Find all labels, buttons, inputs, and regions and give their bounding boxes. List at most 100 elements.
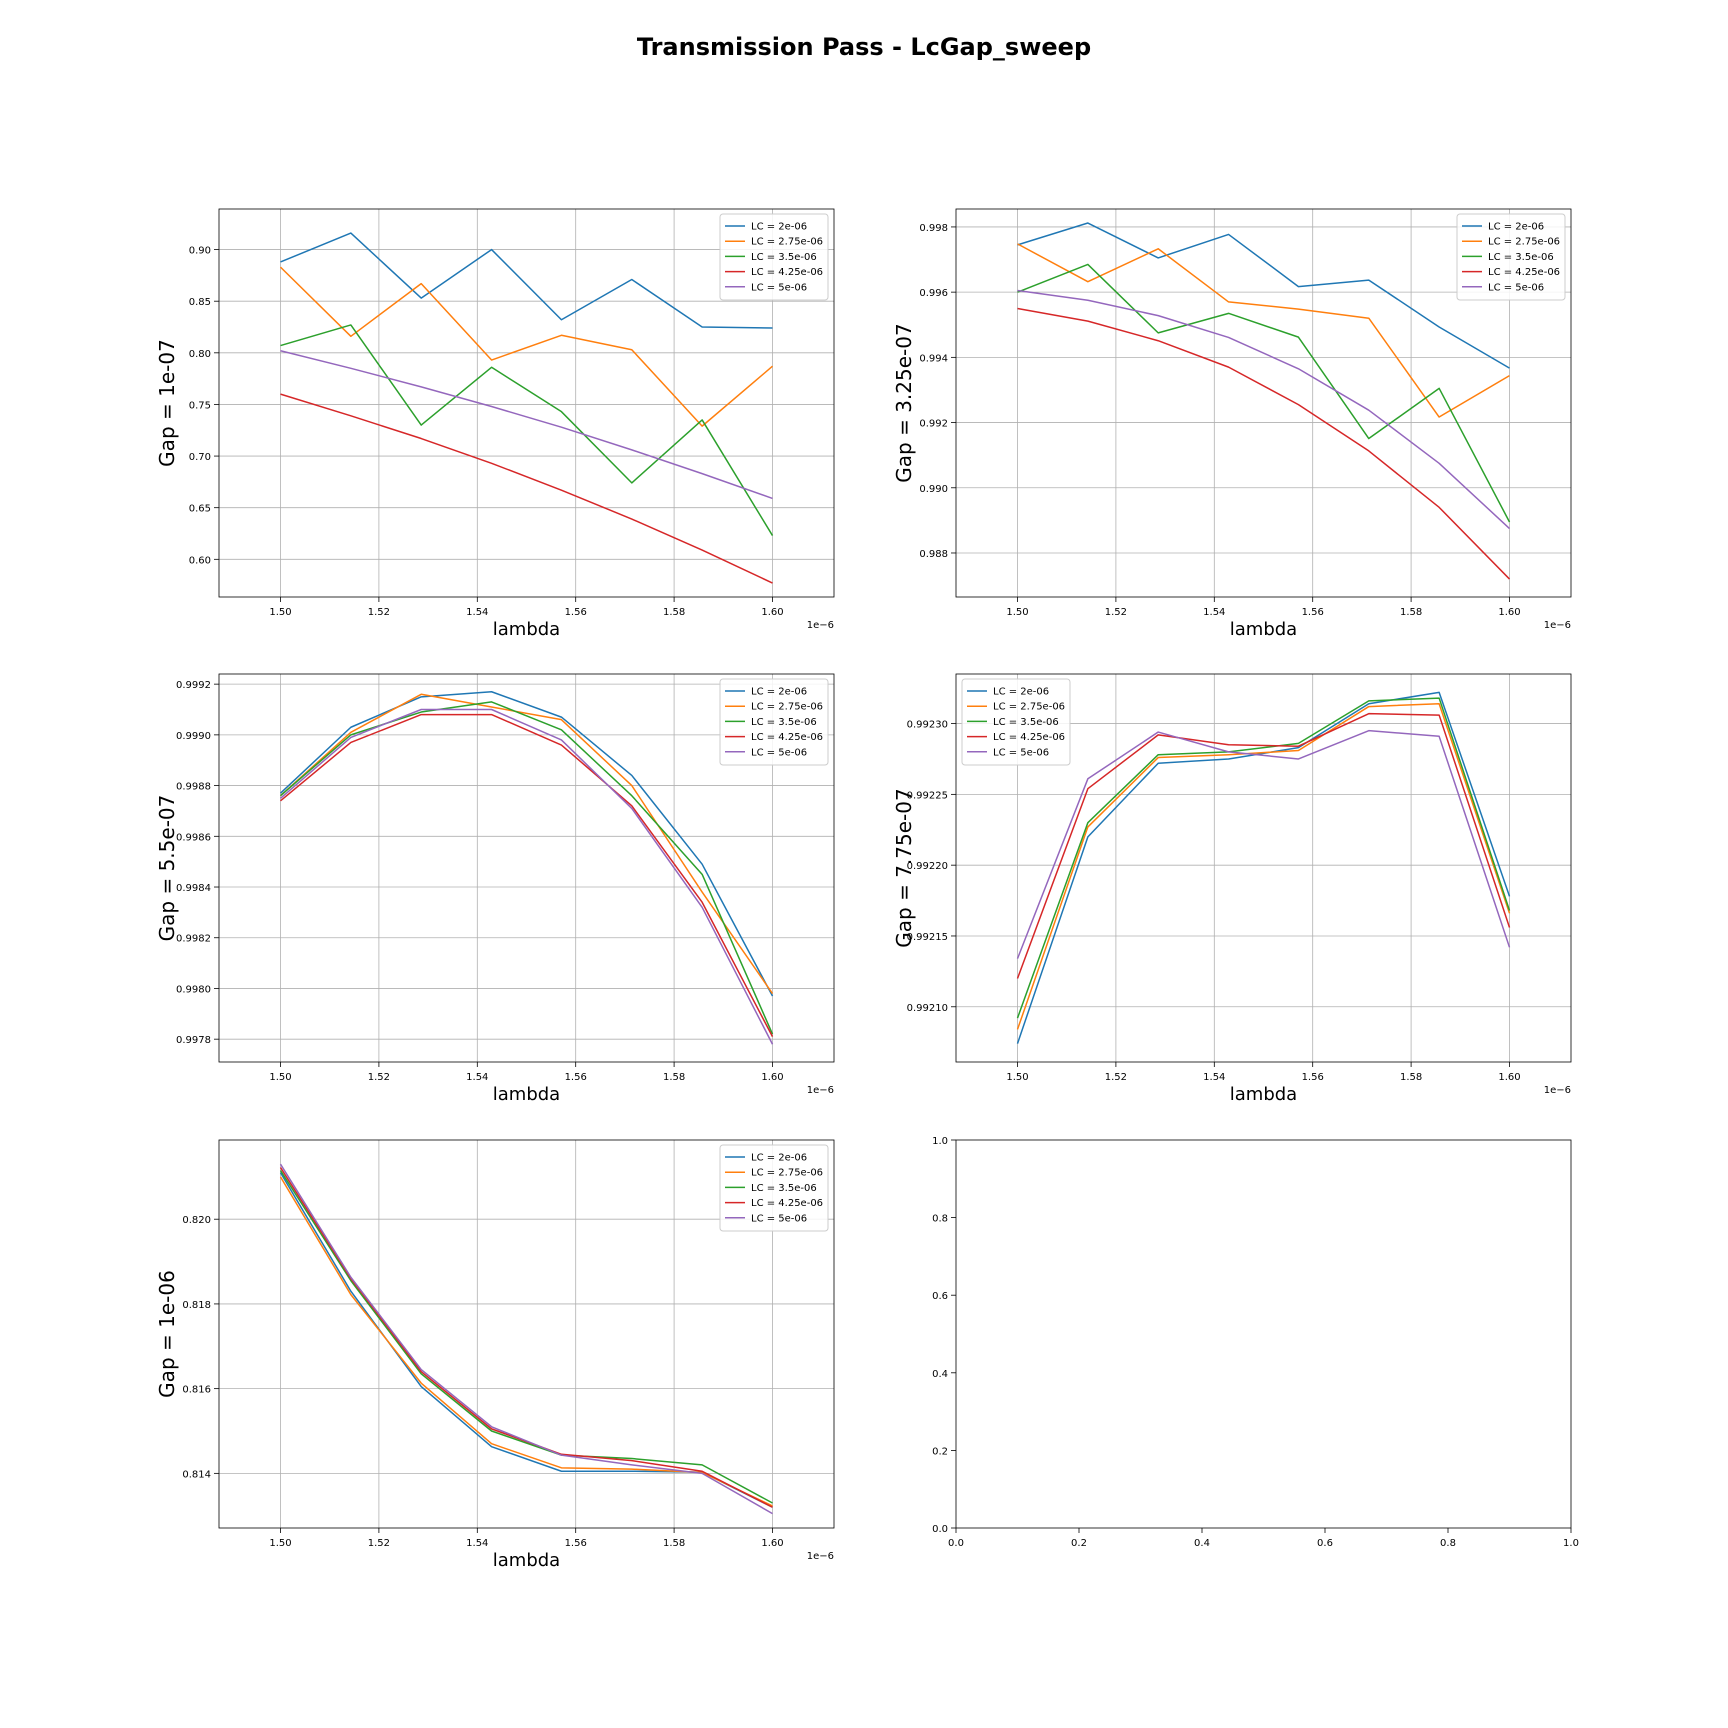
legend-entry-label: LC = 5e-06 <box>751 747 807 758</box>
x-offset-label: 1e−6 <box>807 1551 834 1562</box>
legend-entry-label: LC = 3.5e-06 <box>993 717 1059 728</box>
x-tick-label: 1.58 <box>663 1072 685 1083</box>
axes-frame <box>218 673 835 1063</box>
y-tick-label: 0.990 <box>919 484 948 495</box>
x-tick-label: 1.56 <box>565 607 587 618</box>
x-tick-label: 0.6 <box>1317 1538 1333 1549</box>
y-axis-label: Gap = 1e-06 <box>155 1270 179 1398</box>
x-tick-label: 1.60 <box>761 607 783 618</box>
legend-entry-label: LC = 2e-06 <box>751 687 807 698</box>
y-tick-label: 0.818 <box>182 1300 211 1311</box>
legend-entry-label: LC = 4.25e-06 <box>1488 267 1560 278</box>
y-tick-label: 0.9980 <box>176 984 211 995</box>
x-tick-label: 1.52 <box>368 1072 390 1083</box>
y-axis-label: Gap = 5.5e-07 <box>155 795 179 942</box>
x-tick-label: 1.60 <box>761 1538 783 1549</box>
legend-entry-label: LC = 3.5e-06 <box>751 1183 817 1194</box>
legend-entry-label: LC = 4.25e-06 <box>751 732 823 743</box>
y-tick-label: 0.9984 <box>176 883 211 894</box>
subplot-3: 1.50 1.52 1.54 1.56 1.58 1.60 0.9978 0.9980 0.99… <box>155 673 835 1105</box>
legend-entry-label: LC = 2e-06 <box>751 222 807 233</box>
legend-frame <box>961 678 1071 766</box>
y-tick-label: 0.99220 <box>907 861 948 872</box>
y-tick-label: 0.994 <box>919 353 948 364</box>
series-line-5 <box>1016 729 1511 959</box>
y-tick-label: 0.2 <box>932 1446 948 1457</box>
x-tick-label: 1.52 <box>368 1538 390 1549</box>
x-tick-label: 1.54 <box>466 607 488 618</box>
legend-entry-label: LC = 2.75e-06 <box>751 1168 823 1179</box>
x-tick-label: 1.60 <box>761 1072 783 1083</box>
legend-entry-label: LC = 3.5e-06 <box>751 717 817 728</box>
series-line-5 <box>280 708 774 1045</box>
x-tick-label: 1.50 <box>1006 607 1028 618</box>
legend: LC = 2e-06 LC = 2.75e-06 LC = 3.5e-06 LC = … <box>719 678 829 766</box>
legend-entry-label: LC = 2e-06 <box>751 1153 807 1164</box>
y-tick-label: 0.90 <box>189 246 211 257</box>
x-offset-label: 1e−6 <box>1544 620 1571 631</box>
series-line-2 <box>1016 702 1511 1030</box>
series-line-5 <box>279 1163 773 1515</box>
subplots-container: 1.50 1.52 1.54 1.56 1.58 1.60 0.60 0.65 0.70 0.75… <box>155 208 1579 1571</box>
x-tick-label: 1.50 <box>269 607 291 618</box>
y-tick-label: 0.75 <box>189 400 211 411</box>
series-line-1 <box>280 232 773 329</box>
axes-frame <box>955 208 1572 598</box>
x-tick-label: 1.54 <box>466 1538 488 1549</box>
series-line-1 <box>1017 222 1510 369</box>
x-tick-label: 0.8 <box>1440 1538 1456 1549</box>
legend-frame <box>719 1144 829 1232</box>
y-tick-label: 0.99215 <box>907 932 948 943</box>
legend: LC = 2e-06 LC = 2.75e-06 LC = 3.5e-06 LC = … <box>719 1144 829 1232</box>
legend-entry-label: LC = 5e-06 <box>993 747 1049 758</box>
legend: LC = 2e-06 LC = 2.75e-06 LC = 3.5e-06 LC = … <box>1456 213 1566 301</box>
y-tick-label: 0.99225 <box>907 790 948 801</box>
y-tick-label: 0.998 <box>919 223 948 234</box>
legend-frame <box>1456 213 1566 301</box>
x-tick-label: 1.58 <box>1400 607 1422 618</box>
series-line-4 <box>280 393 773 584</box>
y-tick-label: 0.0 <box>932 1524 948 1535</box>
series-line-4 <box>1017 307 1511 580</box>
x-tick-label: 0.2 <box>1071 1538 1087 1549</box>
x-tick-label: 1.54 <box>1203 1072 1225 1083</box>
legend-entry-label: LC = 2.75e-06 <box>751 702 823 713</box>
x-tick-label: 0.0 <box>948 1538 964 1549</box>
series-line-1 <box>279 691 774 997</box>
x-tick-label: 1.54 <box>466 1072 488 1083</box>
legend-entry-label: LC = 4.25e-06 <box>751 267 823 278</box>
legend-entry-label: LC = 3.5e-06 <box>751 252 817 263</box>
y-tick-label: 0.60 <box>189 555 211 566</box>
y-axis-label: Gap = 3.25e-07 <box>892 323 916 482</box>
x-tick-label: 1.60 <box>1498 607 1520 618</box>
y-tick-label: 0.988 <box>919 549 948 560</box>
x-tick-label: 1.50 <box>1006 1072 1028 1083</box>
x-tick-label: 1.52 <box>1105 1072 1127 1083</box>
series-line-3 <box>280 324 774 536</box>
x-axis-label: lambda <box>1230 1084 1297 1105</box>
axes-frame <box>955 1139 1572 1529</box>
y-tick-label: 0.9990 <box>176 731 211 742</box>
legend-entry-label: LC = 2e-06 <box>1488 222 1544 233</box>
x-tick-label: 1.50 <box>269 1072 291 1083</box>
x-tick-label: 1.52 <box>1105 607 1127 618</box>
x-tick-label: 1.56 <box>565 1538 587 1549</box>
x-tick-label: 1.56 <box>1302 607 1324 618</box>
x-tick-label: 1.52 <box>368 607 390 618</box>
x-tick-label: 1.56 <box>1302 1072 1324 1083</box>
x-offset-label: 1e−6 <box>1544 1085 1571 1096</box>
x-tick-label: 1.50 <box>269 1538 291 1549</box>
y-tick-label: 0.6 <box>932 1291 948 1302</box>
y-tick-label: 0.814 <box>182 1469 211 1480</box>
series-line-3 <box>1016 697 1511 1019</box>
legend: LC = 2e-06 LC = 2.75e-06 LC = 3.5e-06 LC = … <box>961 678 1071 766</box>
subplot-1: 1.50 1.52 1.54 1.56 1.58 1.60 0.60 0.65 0.70 0.75… <box>155 208 835 640</box>
legend: LC = 2e-06 LC = 2.75e-06 LC = 3.5e-06 LC = … <box>719 213 829 301</box>
legend-entry-label: LC = 2e-06 <box>993 687 1049 698</box>
legend-frame <box>719 213 829 301</box>
subplot-4: 1.50 1.52 1.54 1.56 1.58 1.60 0.99210 0.99215 0.… <box>892 673 1572 1105</box>
legend-entry-label: LC = 2.75e-06 <box>1488 237 1560 248</box>
x-offset-label: 1e−6 <box>807 1085 834 1096</box>
y-tick-label: 0.996 <box>919 288 948 299</box>
